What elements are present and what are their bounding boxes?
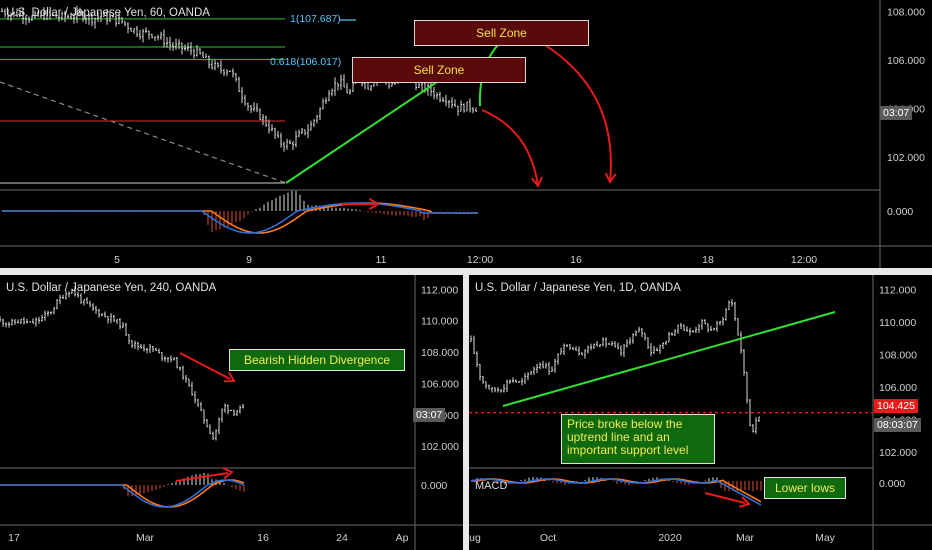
price-tag-60m: 03:07	[880, 106, 913, 120]
chart-240m: 102.000104.000106.000108.000110.000112.0…	[0, 275, 463, 550]
x-tick-label: 12:00	[791, 254, 817, 266]
y-tick-label: 106.000	[879, 382, 917, 394]
y-tick-label: 108.000	[887, 6, 925, 18]
sell-zone-lower: Sell Zone	[352, 57, 526, 83]
x-tick-label: 9	[246, 254, 252, 266]
x-tick-label: May	[815, 532, 836, 544]
y-tick-label: 108.000	[879, 350, 917, 362]
lower-lows-arrow	[704, 492, 746, 504]
x-tick-label: 17	[8, 532, 20, 544]
panel-240m: 102.000104.000106.000108.000110.000112.0…	[0, 275, 463, 550]
x-tick-label: 18	[702, 254, 714, 266]
macd-240m-macd-line	[0, 479, 245, 508]
x-tick-label: Mar	[736, 532, 755, 544]
y-tick-label: 112.000	[421, 284, 458, 296]
red-curved-arrow-short	[481, 109, 539, 187]
y-tick-label: 112.000	[879, 285, 916, 297]
sell-zone-upper: Sell Zone	[414, 20, 589, 46]
macd-240m-signal-line	[0, 479, 245, 508]
macd-zero-label: 0.000	[887, 206, 913, 218]
x-tick-label: Mar	[136, 532, 155, 544]
y-tick-label: 110.000	[421, 316, 458, 328]
macd-60m-macd-line	[2, 202, 478, 234]
x-tick-label: Ap	[396, 532, 409, 544]
bearish-hidden-divergence-label: Bearish Hidden Divergence	[229, 349, 405, 371]
breakdown-note-line-1: Price broke below the	[567, 417, 683, 431]
x-tick-label: 12:00	[467, 254, 493, 266]
red-curved-arrow-long	[521, 31, 612, 183]
x-tick-label: Oct	[540, 532, 556, 544]
dashed-trend-line	[0, 81, 287, 184]
y-tick-label: 106.000	[887, 55, 925, 67]
red-arrowhead-short	[531, 176, 543, 188]
panel-1d: 102.000104.000106.000108.000110.000112.0…	[469, 275, 932, 550]
macd-label: MACD	[475, 480, 508, 492]
x-tick-label: 2020	[658, 532, 682, 544]
price-tag-1d-support: 104.425	[874, 399, 918, 413]
x-tick-label: 16	[257, 532, 269, 544]
price-tag-240m: 03:07	[413, 408, 446, 422]
fib-level-1-label: 1(107.687)	[290, 13, 341, 25]
x-tick-label: ug	[469, 532, 481, 544]
macd-divergence-arrowhead	[368, 197, 380, 211]
macd-divergence-arrowhead	[222, 467, 234, 480]
x-tick-label: 24	[336, 532, 348, 544]
price-divergence-line	[179, 352, 231, 380]
y-tick-label: 102.000	[879, 447, 917, 459]
macd-zero-label: 0.000	[879, 478, 905, 490]
panel-1d-title: U.S. Dollar / Japanese Yen, 1D, OANDA	[475, 282, 681, 294]
panel-60m-title: U.S. Dollar / Japanese Yen, 60, OANDA	[6, 7, 210, 19]
breakdown-note-line-3: important support level	[567, 443, 689, 457]
macd-divergence-line	[175, 472, 229, 482]
breakdown-note-line-2: uptrend line and an	[567, 430, 670, 444]
y-tick-label: 110.000	[879, 317, 916, 329]
macd-zero-label: 0.000	[421, 480, 447, 492]
x-tick-label: 11	[376, 254, 387, 266]
lower-lows-label: Lower lows	[764, 477, 846, 499]
y-tick-label: 108.000	[421, 347, 459, 359]
fib-level-0618-label: 0.618(106.017)	[270, 56, 342, 68]
lower-lows-arrowhead	[739, 496, 751, 508]
macd-1d-macd-line	[470, 478, 762, 506]
y-tick-label: 106.000	[421, 378, 459, 390]
uptrend-line-1d	[502, 311, 836, 407]
uptrend-line	[285, 79, 441, 184]
panel-60m: 102.000104.000106.000108.0000.000591112:…	[0, 0, 932, 268]
x-tick-label: 5	[114, 254, 120, 266]
breakdown-note: Price broke below the uptrend line and a…	[561, 414, 715, 464]
horizontal-divider	[0, 268, 932, 275]
x-tick-label: 16	[570, 254, 582, 266]
price-tag-1d-time: 08:03:07	[874, 418, 921, 432]
price-divergence-arrowhead	[223, 371, 236, 383]
panel-240m-title: U.S. Dollar / Japanese Yen, 240, OANDA	[6, 282, 217, 294]
red-arrowhead-long	[604, 172, 617, 184]
y-tick-label: 102.000	[421, 441, 459, 453]
vertical-divider	[463, 275, 469, 550]
chart-1d: 102.000104.000106.000108.000110.000112.0…	[469, 275, 932, 550]
y-tick-label: 102.000	[887, 152, 925, 164]
